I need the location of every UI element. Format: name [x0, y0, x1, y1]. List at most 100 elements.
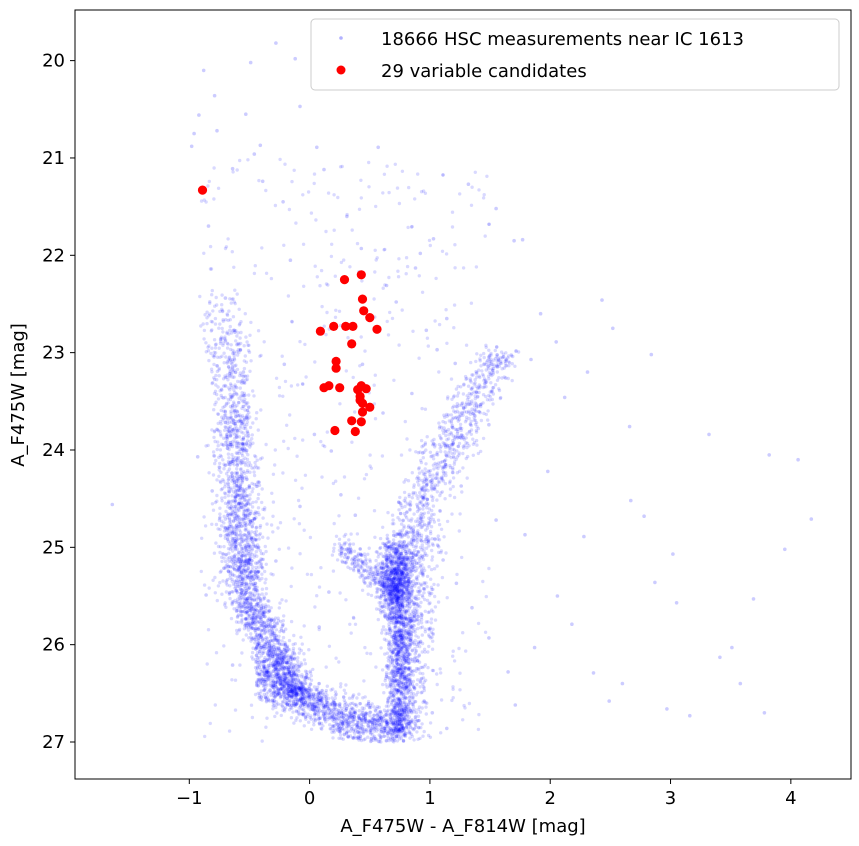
hsc-measurement-point — [287, 695, 291, 699]
hsc-measurement-point — [257, 620, 261, 624]
hsc-measurement-point — [240, 447, 244, 451]
hsc-measurement-point — [274, 647, 279, 651]
hsc-measurement-point — [331, 700, 335, 704]
hsc-measurement-point — [499, 395, 503, 400]
hsc-measurement-point — [224, 590, 229, 594]
hsc-measurement-point — [216, 429, 221, 433]
hsc-measurement-point — [272, 631, 277, 635]
hsc-measurement-point — [235, 470, 239, 474]
hsc-measurement-point — [417, 466, 421, 470]
hsc-measurement-point — [264, 642, 268, 646]
hsc-measurement-point — [443, 428, 448, 432]
hsc-measurement-point — [439, 449, 443, 454]
hsc-measurement-point — [260, 565, 264, 569]
hsc-measurement-point — [252, 605, 256, 609]
hsc-measurement-point — [251, 421, 255, 425]
hsc-measurement-point — [243, 504, 248, 508]
hsc-measurement-point — [223, 485, 227, 489]
hsc-measurement-point — [233, 288, 237, 292]
hsc-measurement-point — [254, 680, 259, 684]
hsc-measurement-point — [270, 630, 274, 634]
hsc-measurement-point — [452, 448, 457, 452]
hsc-measurement-point — [396, 516, 400, 520]
hsc-measurement-point — [244, 416, 248, 420]
hsc-measurement-point — [346, 729, 350, 733]
hsc-measurement-point — [276, 672, 280, 676]
hsc-measurement-point — [238, 530, 243, 534]
hsc-measurement-point — [218, 453, 223, 458]
hsc-measurement-point — [276, 645, 281, 650]
hsc-measurement-point — [226, 569, 230, 573]
hsc-measurement-point — [224, 605, 228, 609]
hsc-measurement-point — [226, 482, 231, 486]
hsc-measurement-point — [259, 635, 263, 639]
hsc-measurement-point — [213, 461, 217, 466]
hsc-measurement-point — [371, 733, 375, 737]
hsc-measurement-point — [259, 617, 264, 622]
hsc-measurement-point — [302, 686, 306, 690]
hsc-measurement-point — [304, 672, 309, 677]
hsc-measurement-point — [231, 403, 235, 408]
hsc-measurement-point — [242, 489, 246, 493]
hsc-measurement-point — [255, 588, 259, 592]
hsc-measurement-point — [491, 402, 495, 406]
hsc-measurement-point — [420, 625, 425, 629]
hsc-measurement-point — [416, 678, 420, 682]
hsc-measurement-point — [244, 523, 248, 527]
hsc-measurement-point — [239, 570, 244, 575]
hsc-measurement-point — [249, 320, 253, 325]
hsc-measurement-point — [476, 385, 481, 390]
hsc-measurement-point — [220, 519, 224, 523]
hsc-measurement-point — [441, 465, 445, 469]
hsc-measurement-point — [469, 360, 473, 365]
hsc-measurement-point — [233, 383, 237, 387]
hsc-measurement-point — [301, 684, 306, 689]
hsc-measurement-point — [256, 560, 260, 564]
hsc-measurement-point — [261, 651, 265, 655]
hsc-measurement-point — [271, 669, 275, 673]
hsc-measurement-point — [217, 465, 221, 469]
hsc-measurement-point — [306, 691, 310, 695]
hsc-measurement-point — [468, 377, 472, 381]
hsc-measurement-point — [294, 686, 298, 690]
hsc-measurement-point — [221, 396, 226, 400]
hsc-measurement-point — [223, 492, 228, 496]
hsc-measurement-point — [309, 727, 314, 731]
hsc-measurement-point — [484, 368, 488, 372]
hsc-measurement-point — [242, 609, 246, 613]
hsc-measurement-point — [417, 726, 421, 730]
hsc-measurement-point — [422, 479, 426, 484]
hsc-measurement-point — [231, 539, 235, 544]
hsc-measurement-point — [229, 416, 233, 421]
hsc-measurement-point — [493, 383, 498, 387]
hsc-measurement-point — [382, 716, 386, 721]
hsc-measurement-point — [410, 496, 414, 500]
hsc-measurement-point — [253, 512, 257, 516]
hsc-measurement-point — [236, 608, 240, 613]
hsc-measurement-point — [218, 550, 222, 555]
hsc-measurement-point — [263, 670, 267, 674]
hsc-measurement-point — [238, 483, 242, 487]
hsc-measurement-point — [424, 705, 428, 709]
hsc-measurement-point — [245, 477, 249, 482]
hsc-measurement-point — [247, 608, 251, 613]
hsc-measurement-point — [235, 472, 239, 476]
hsc-measurement-point — [282, 694, 287, 698]
hsc-measurement-point — [353, 731, 357, 735]
hsc-measurement-point — [244, 403, 248, 407]
hsc-measurement-point — [212, 435, 216, 440]
hsc-measurement-point — [421, 507, 425, 511]
hsc-measurement-point — [238, 533, 243, 537]
hsc-measurement-point — [282, 685, 287, 689]
hsc-measurement-point — [442, 535, 446, 539]
hsc-measurement-point — [211, 381, 215, 385]
hsc-measurement-point — [415, 494, 419, 498]
hsc-measurement-point — [247, 350, 252, 354]
hsc-measurement-point — [239, 549, 243, 554]
hsc-measurement-point — [246, 529, 251, 533]
hsc-measurement-point — [221, 416, 226, 420]
hsc-measurement-point — [432, 467, 436, 471]
hsc-measurement-point — [261, 597, 265, 601]
hsc-measurement-point — [226, 444, 230, 448]
hsc-measurement-point — [225, 516, 229, 520]
